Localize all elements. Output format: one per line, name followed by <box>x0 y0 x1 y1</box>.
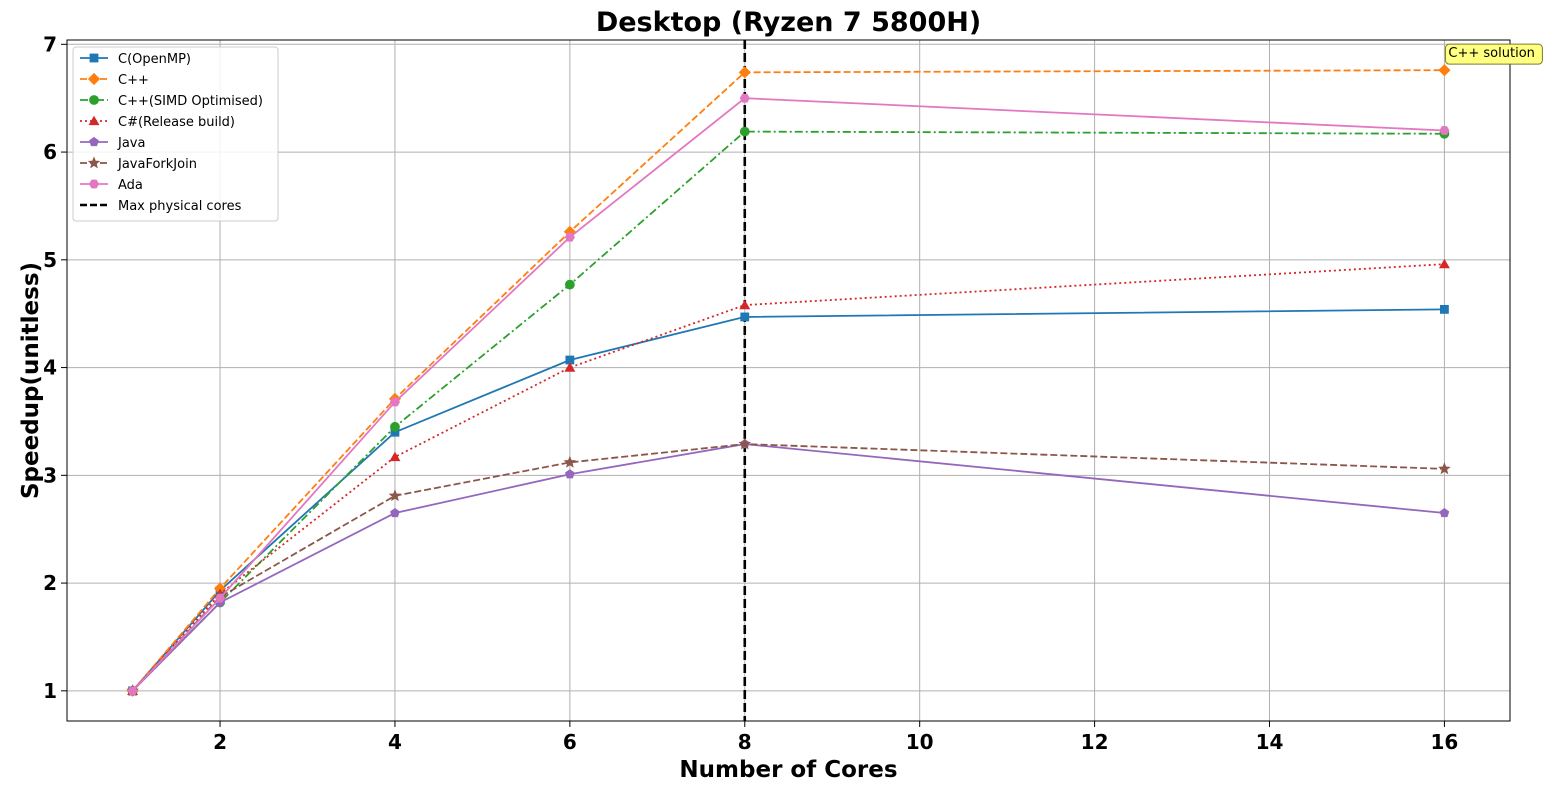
y-tick-label: 4 <box>43 356 57 380</box>
chart-title: Desktop (Ryzen 7 5800H) <box>596 7 981 38</box>
series-line-c <box>131 69 1445 692</box>
x-tick-label: 4 <box>388 730 402 754</box>
data-point-java <box>390 507 400 518</box>
legend-marker-java <box>89 136 99 147</box>
series-c <box>126 64 1451 697</box>
x-tick-label: 14 <box>1256 730 1284 754</box>
y-tick-label: 1 <box>43 679 57 703</box>
y-tick-label: 3 <box>43 463 57 487</box>
series-c-release-build <box>127 258 1450 695</box>
data-point-javaforkjoin <box>388 489 402 502</box>
data-point-c-release-build <box>1438 258 1450 269</box>
legend-label-c: C++ <box>118 73 149 88</box>
data-point-ada <box>127 686 138 696</box>
data-point-ada <box>1439 126 1450 135</box>
series-line-c-simd-optimised <box>131 130 1445 692</box>
data-point-ada <box>564 232 575 242</box>
series-layer <box>126 64 1451 697</box>
data-point-ada <box>389 397 401 407</box>
x-tick-label: 6 <box>563 730 577 754</box>
x-tick-label: 8 <box>738 730 752 754</box>
y-tick-label: 5 <box>43 248 57 272</box>
legend-label-ada: Ada <box>118 178 143 193</box>
data-point-javaforkjoin <box>738 437 752 450</box>
annotation-box: C++ solution <box>1444 43 1543 65</box>
data-point-c <box>738 66 751 79</box>
y-axis-label: Speedup(unitless) <box>18 262 44 499</box>
annotation-background <box>1444 43 1543 65</box>
x-axis-label: Number of Cores <box>679 757 897 783</box>
legend-marker-c <box>87 72 101 86</box>
y-tick-label: 2 <box>43 571 57 595</box>
y-tick-label: 6 <box>43 140 57 164</box>
y-tick-label: 7 <box>43 32 57 56</box>
legend-label-c-release-build: C#(Release build) <box>118 115 235 130</box>
series-line-c-openmp <box>131 308 1445 692</box>
data-point-c-simd-optimised <box>564 279 575 290</box>
series-line-c-release-build <box>131 263 1445 692</box>
series-javaforkjoin <box>126 437 1451 697</box>
x-tick-label: 10 <box>906 730 934 754</box>
plot-frame <box>66 39 1511 722</box>
series-c-simd-optimised <box>127 126 1450 696</box>
data-point-c-release-build <box>389 451 401 462</box>
annotation-text: C++ solution <box>1448 46 1534 61</box>
data-point-c-simd-optimised <box>739 126 750 137</box>
series-line-ada <box>131 97 1445 692</box>
legend-frame <box>72 46 279 222</box>
data-point-java <box>565 469 575 479</box>
data-point-ada <box>214 593 226 603</box>
x-tick-label: 16 <box>1430 730 1458 754</box>
data-point-c <box>1438 64 1451 77</box>
legend-label-java: Java <box>117 136 145 151</box>
legend-marker-c-release-build <box>88 115 100 126</box>
legend-label-max-physical-cores: Max physical cores <box>118 199 242 214</box>
data-point-javaforkjoin <box>563 455 577 468</box>
data-point-c-release-build <box>564 362 576 372</box>
legend-label-c-simd-optimised: C++(SIMD Optimised) <box>118 94 263 109</box>
series-c-openmp <box>128 304 1449 696</box>
series-line-java <box>131 443 1445 692</box>
data-point-c-openmp <box>1440 304 1449 314</box>
data-point-javaforkjoin <box>1438 462 1451 475</box>
grid <box>67 40 1510 721</box>
x-tick-label: 2 <box>213 730 227 754</box>
legend-marker-c-simd-optimised <box>89 95 99 105</box>
legend-marker-javaforkjoin <box>87 156 101 169</box>
legend: C(OpenMP) C++ C++(SIMD Optimised) C#(Releas… <box>72 46 279 222</box>
legend-marker-c-openmp <box>89 53 99 63</box>
data-point-c-simd-optimised <box>390 421 400 432</box>
legend-label-javaforkjoin: JavaForkJoin <box>117 157 197 172</box>
data-point-ada <box>739 93 750 103</box>
legend-label-c-openmp: C(OpenMP) <box>118 52 191 67</box>
legend-marker-ada <box>88 179 100 189</box>
x-tick-label: 12 <box>1081 730 1109 754</box>
data-point-java <box>1439 507 1450 518</box>
data-point-c-release-build <box>739 299 751 310</box>
series-ada <box>127 93 1450 696</box>
series-line-javaforkjoin <box>131 443 1445 692</box>
data-point-c-openmp <box>740 312 750 322</box>
